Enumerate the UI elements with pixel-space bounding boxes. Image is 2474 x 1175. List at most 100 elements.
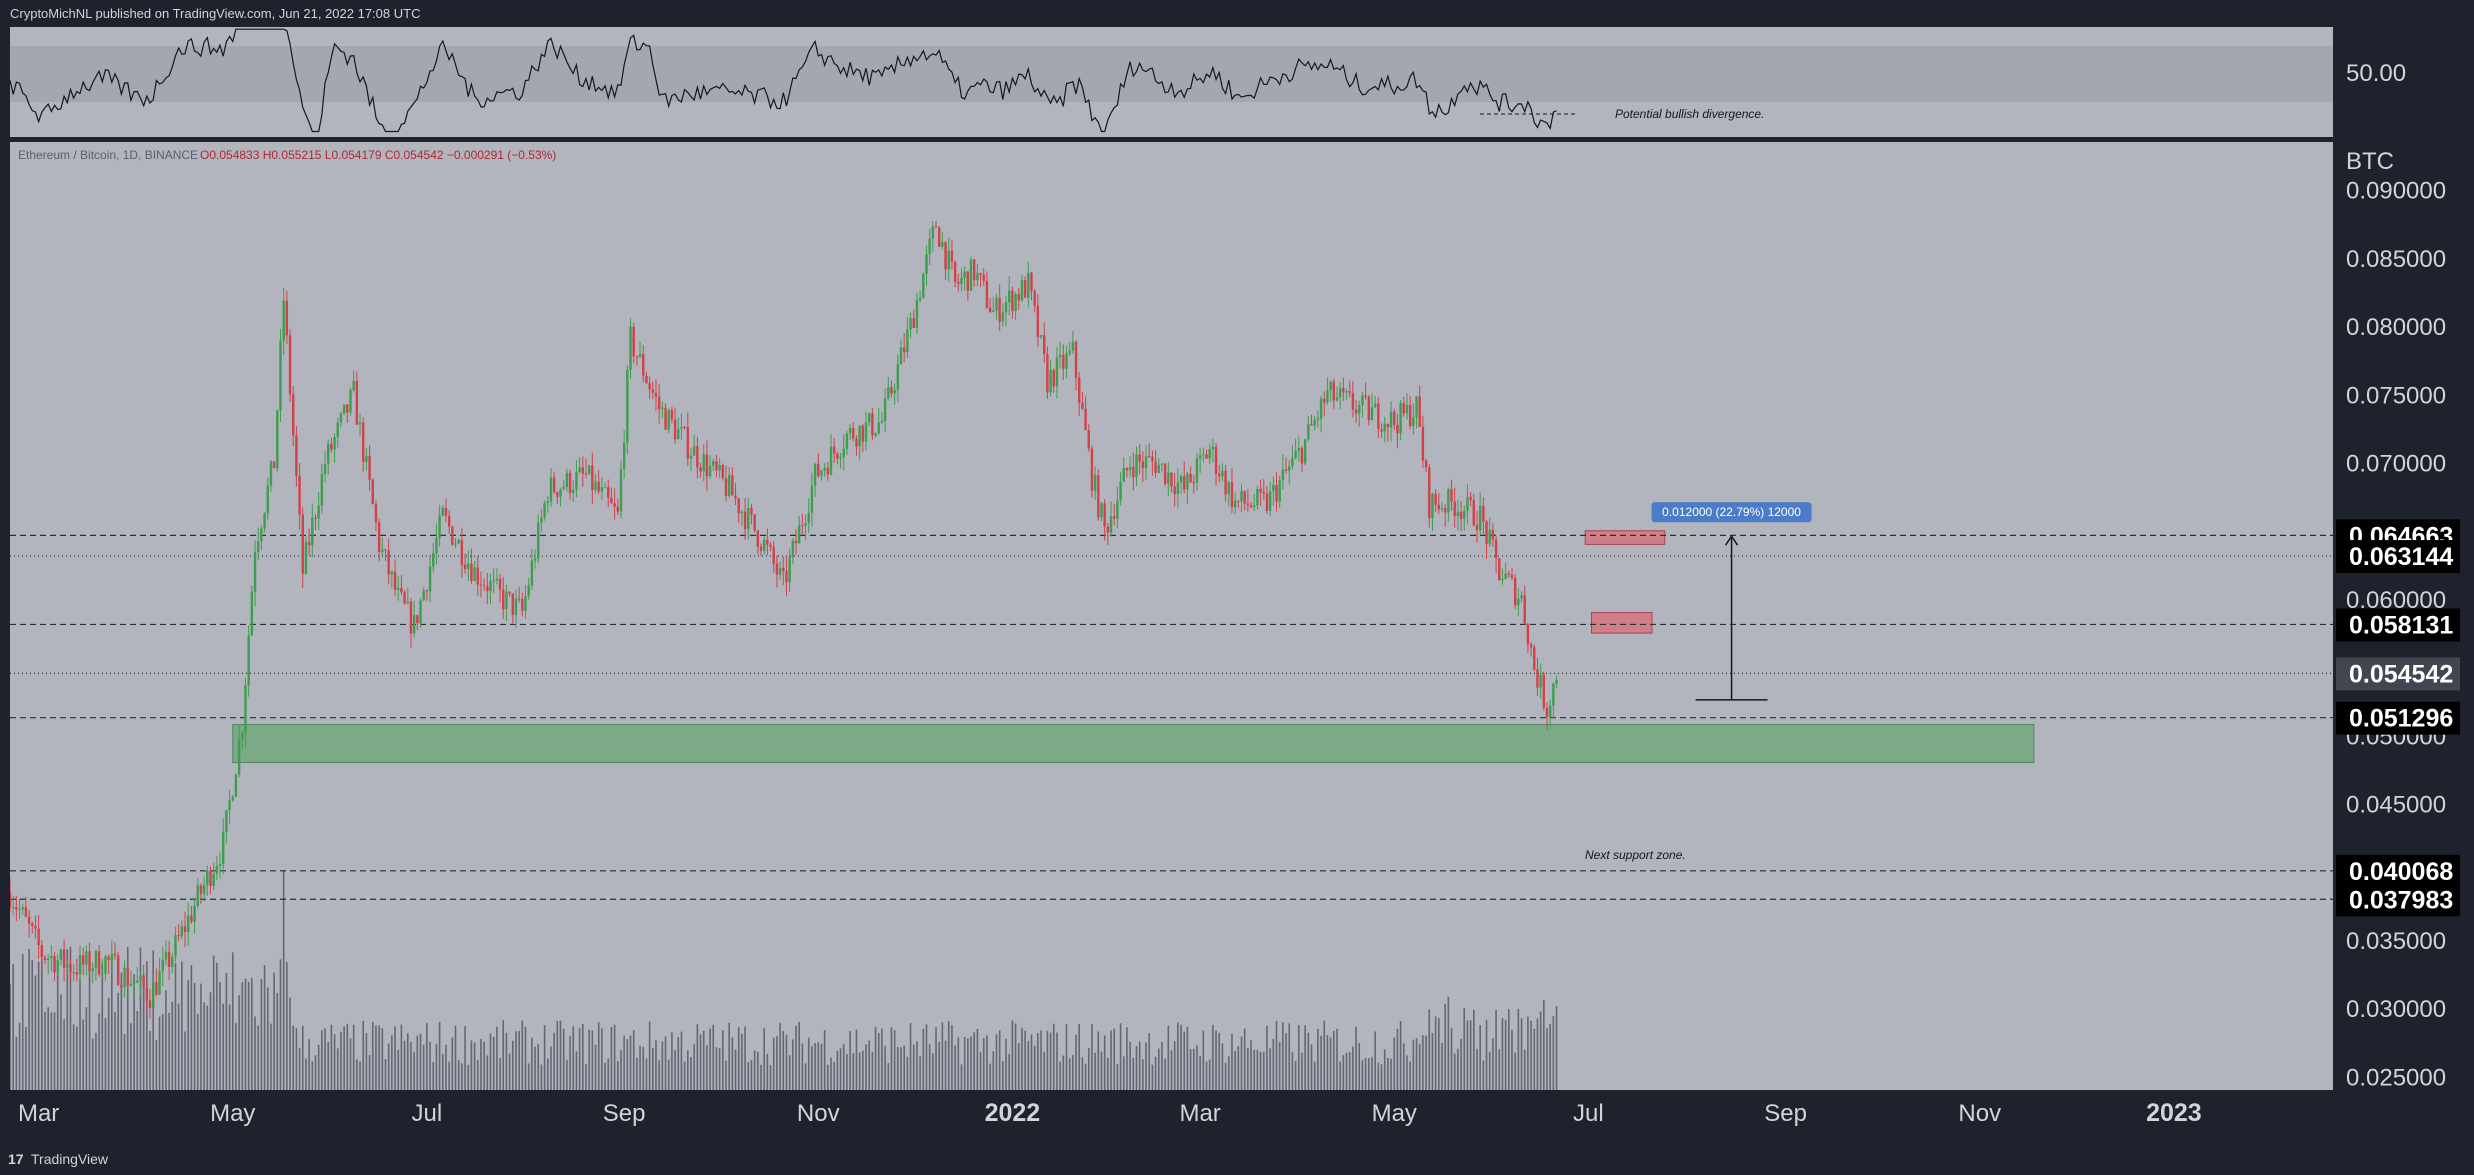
candle	[1548, 699, 1552, 728]
candle	[791, 537, 795, 565]
candle	[1132, 452, 1135, 491]
candle	[1202, 447, 1205, 463]
candle	[817, 453, 820, 478]
resistance-box[interactable]	[1584, 530, 1666, 545]
candle	[336, 417, 339, 448]
candle	[533, 549, 537, 569]
candle	[352, 370, 355, 393]
volume-bar	[305, 1058, 307, 1090]
candle	[575, 460, 578, 498]
volume-bar	[101, 963, 104, 1090]
time-tick-label: May	[210, 1100, 255, 1127]
candle	[187, 902, 190, 946]
candle	[1020, 274, 1024, 303]
candle	[1230, 468, 1234, 514]
volume-bar	[881, 1028, 883, 1090]
volume-bar	[139, 947, 142, 1090]
candle	[263, 512, 266, 533]
candle	[670, 406, 674, 424]
candle	[323, 451, 327, 483]
candle	[508, 591, 511, 598]
volume-bar	[1014, 1023, 1017, 1090]
candle	[1513, 574, 1517, 610]
volume-bar	[903, 1045, 905, 1090]
candle	[1055, 347, 1059, 399]
volume-bar	[897, 1046, 899, 1090]
candle	[1198, 447, 1202, 474]
level-label[interactable]: 0.040068	[2336, 854, 2460, 888]
volume-bar	[839, 1048, 842, 1090]
volume-bar	[1320, 1035, 1322, 1090]
footer-brand[interactable]: TradingView	[31, 1151, 109, 1167]
volume-bar	[126, 947, 129, 1090]
volume-bar	[823, 1030, 826, 1090]
candle	[801, 513, 804, 535]
volume-bar	[263, 965, 266, 1090]
candle	[142, 965, 145, 992]
level-label[interactable]: 0.037983	[2336, 883, 2460, 917]
volume-bar	[117, 992, 119, 1090]
volume-bar	[467, 1064, 470, 1090]
candle	[1004, 295, 1008, 327]
volume-bar	[1227, 1056, 1230, 1090]
candle	[43, 955, 47, 965]
candle	[1383, 417, 1386, 443]
resistance-box[interactable]	[1591, 612, 1653, 634]
candle	[826, 461, 830, 481]
candle	[467, 550, 470, 581]
candle	[1459, 501, 1463, 532]
price-tick-label: 0.025000	[2346, 1064, 2446, 1091]
level-label[interactable]: 0.051296	[2336, 701, 2460, 735]
candle	[339, 411, 343, 428]
volume-bar	[581, 1024, 584, 1090]
candle	[925, 245, 928, 287]
candle	[257, 527, 260, 561]
level-labels[interactable]: 0.0646630.0631440.0581310.0545420.051296…	[2336, 519, 2460, 917]
volume-bar	[607, 1058, 610, 1090]
volume-bar	[1218, 1032, 1221, 1090]
candle	[1148, 443, 1151, 458]
level-label[interactable]: 0.054542	[2336, 657, 2460, 691]
volume-bar	[753, 1050, 756, 1090]
level-label[interactable]: 0.063144	[2336, 540, 2460, 574]
volume-bar	[559, 1020, 562, 1090]
volume-bar	[56, 970, 59, 1090]
candle	[1284, 457, 1288, 474]
volume-bar	[725, 1060, 727, 1090]
volume-bar	[279, 959, 282, 1090]
volume-bar	[626, 1039, 629, 1090]
volume-bar	[1495, 1009, 1497, 1090]
volume-bar	[1005, 1038, 1007, 1090]
candle	[56, 953, 59, 976]
volume-bar	[1065, 1024, 1068, 1090]
volume-bar	[1256, 1049, 1259, 1090]
volume-bar	[1444, 1003, 1446, 1090]
volume-bar	[1237, 1045, 1240, 1090]
volume-bar	[18, 1022, 21, 1090]
candle	[158, 957, 161, 996]
volume-bar	[1504, 1019, 1507, 1090]
volume-bar	[795, 1025, 797, 1090]
rsi-level-label: 50.00	[2346, 60, 2406, 87]
volume-bar	[282, 870, 285, 1090]
candle	[1049, 360, 1052, 397]
volume-bar	[1046, 1030, 1049, 1090]
candle	[1463, 506, 1466, 531]
candle	[906, 317, 909, 359]
candle	[288, 329, 292, 402]
candle	[1297, 435, 1300, 462]
volume-bar	[235, 1022, 237, 1090]
candle	[969, 256, 973, 291]
candle	[696, 436, 699, 479]
candle	[1529, 641, 1533, 657]
volume-bar	[521, 1020, 524, 1090]
support-zone[interactable]	[232, 723, 2035, 764]
volume-bar	[1326, 1035, 1329, 1090]
candle	[858, 425, 861, 461]
level-label[interactable]: 0.058131	[2336, 608, 2460, 642]
candle	[677, 417, 680, 440]
volume-bar	[674, 1050, 676, 1090]
volume-bar	[1049, 1032, 1052, 1090]
volume-bar	[1282, 1022, 1284, 1090]
candle	[750, 503, 753, 525]
